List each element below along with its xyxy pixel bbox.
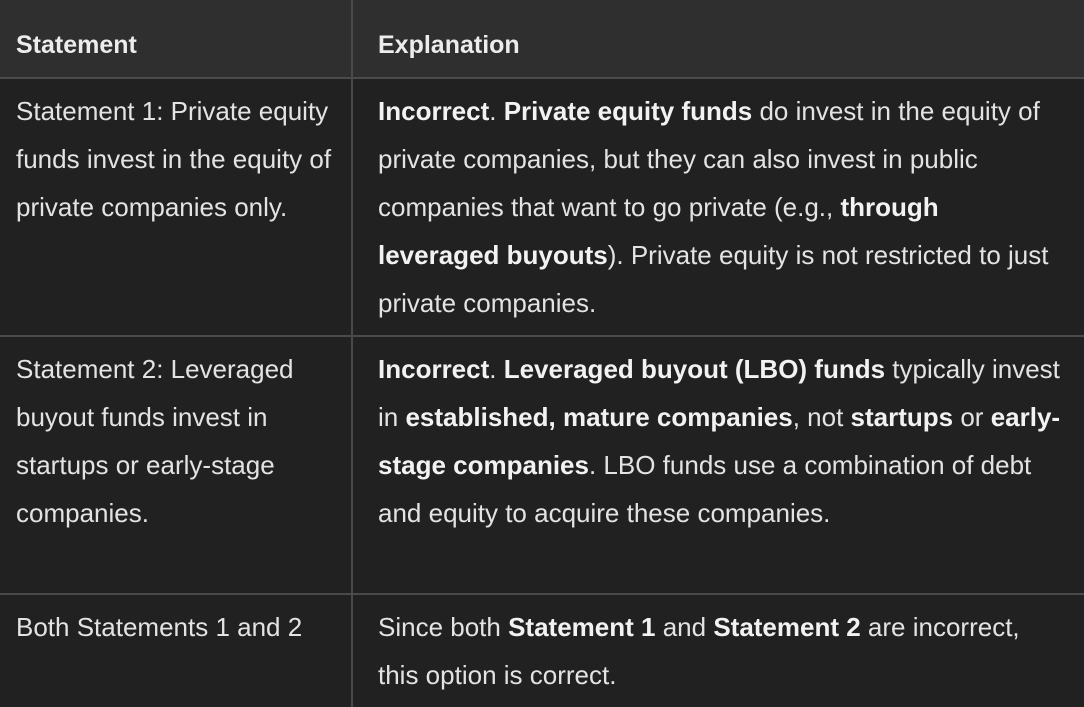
statement-cell: Both Statements 1 and 2	[0, 594, 353, 707]
emphasis-text: established, mature companies	[405, 402, 793, 432]
explanation-text: typically invest in	[378, 354, 1060, 432]
explanation-cell: Incorrect. Leveraged buyout (LBO) funds …	[352, 336, 1084, 595]
explanation-text: are incorrect, this option is correct.	[378, 612, 1020, 690]
column-header-statement: Statement	[0, 0, 353, 79]
column-header-explanation: Explanation	[352, 0, 1084, 79]
table-header-row: Statement Explanation	[0, 0, 1084, 79]
emphasis-text: Leveraged buyout (LBO) funds	[503, 354, 886, 384]
explanation-cell: Incorrect. Private equity funds do inves…	[352, 78, 1084, 337]
explanation-text: do invest in the equity of private compa…	[378, 96, 1040, 222]
emphasis-text: Private equity funds	[503, 96, 753, 126]
table-row: Both Statements 1 and 2 Since both State…	[0, 594, 1084, 707]
table-row: Statement 1: Private equity funds invest…	[0, 78, 1084, 337]
emphasis-text: Statement 1	[508, 612, 656, 642]
explanation-text: ). Private equity is not restricted to j…	[378, 240, 1049, 318]
explanation-text: and	[655, 612, 714, 642]
emphasis-text: Statement 2	[713, 612, 861, 642]
explanation-text: .	[489, 354, 504, 384]
emphasis-text: early-stage companies	[378, 402, 1061, 480]
statement-cell: Statement 2: Leveraged buyout funds inve…	[0, 336, 353, 595]
explanation-text: .	[489, 96, 504, 126]
emphasis-text: through leveraged buyouts	[378, 192, 939, 270]
statement-cell: Statement 1: Private equity funds invest…	[0, 78, 353, 337]
explanation-text: . LBO funds use a combination of debt an…	[378, 450, 1032, 528]
explanation-cell: Since both Statement 1 and Statement 2 a…	[352, 594, 1084, 707]
verdict-text: Incorrect	[378, 96, 490, 126]
table-row: Statement 2: Leveraged buyout funds inve…	[0, 336, 1084, 595]
explanation-text: Since both	[378, 612, 509, 642]
verdict-text: Incorrect	[378, 354, 490, 384]
emphasis-text: startups	[850, 402, 954, 432]
explanation-text: or	[953, 402, 991, 432]
explanation-text: , not	[792, 402, 851, 432]
